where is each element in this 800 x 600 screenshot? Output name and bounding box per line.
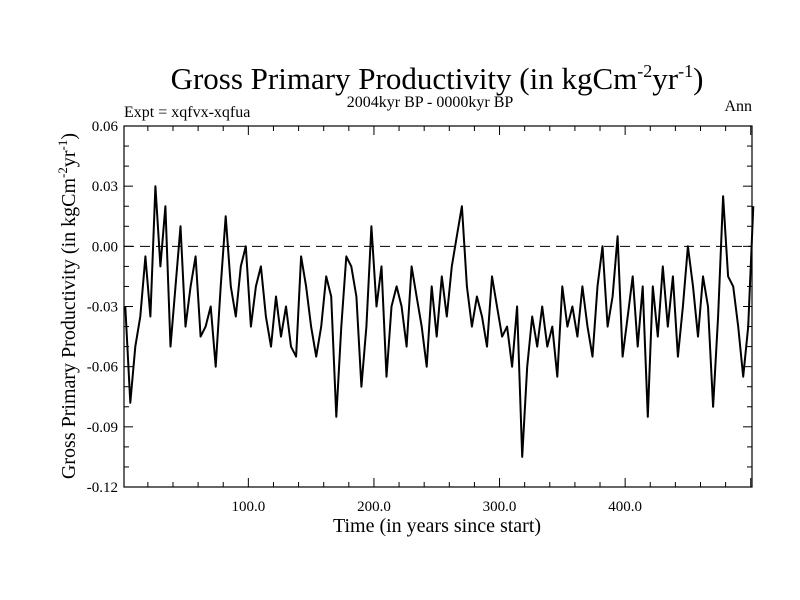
- x-tick-label: 400.0: [608, 499, 642, 515]
- y-tick-label: -0.12: [87, 480, 118, 496]
- experiment-label: Expt = xqfvx-xqfua: [124, 104, 250, 121]
- y-tick-label: -0.09: [87, 420, 118, 436]
- x-tick-label: 300.0: [483, 499, 517, 515]
- x-axis-label: Time (in years since start): [333, 515, 541, 537]
- chart-title: Gross Primary Productivity (in kgCm-2yr-…: [171, 61, 704, 96]
- plot-frame: [123, 125, 753, 488]
- x-tick-label: 200.0: [357, 499, 391, 515]
- season-label: Ann: [724, 98, 752, 115]
- y-tick-label: -0.06: [87, 360, 119, 376]
- chart-subtitle: 2004kyr BP - 0000kyr BP: [347, 94, 514, 111]
- x-tick-label: 100.0: [231, 499, 265, 515]
- y-tick-label: 0.03: [92, 179, 118, 195]
- y-tick-label: 0.00: [92, 239, 118, 255]
- y-axis-label: Gross Primary Productivity (in kgCm-2yr-…: [55, 133, 80, 479]
- series-line: [124, 185, 755, 458]
- y-tick-label: -0.03: [87, 300, 118, 316]
- y-tick-label: 0.06: [92, 119, 119, 135]
